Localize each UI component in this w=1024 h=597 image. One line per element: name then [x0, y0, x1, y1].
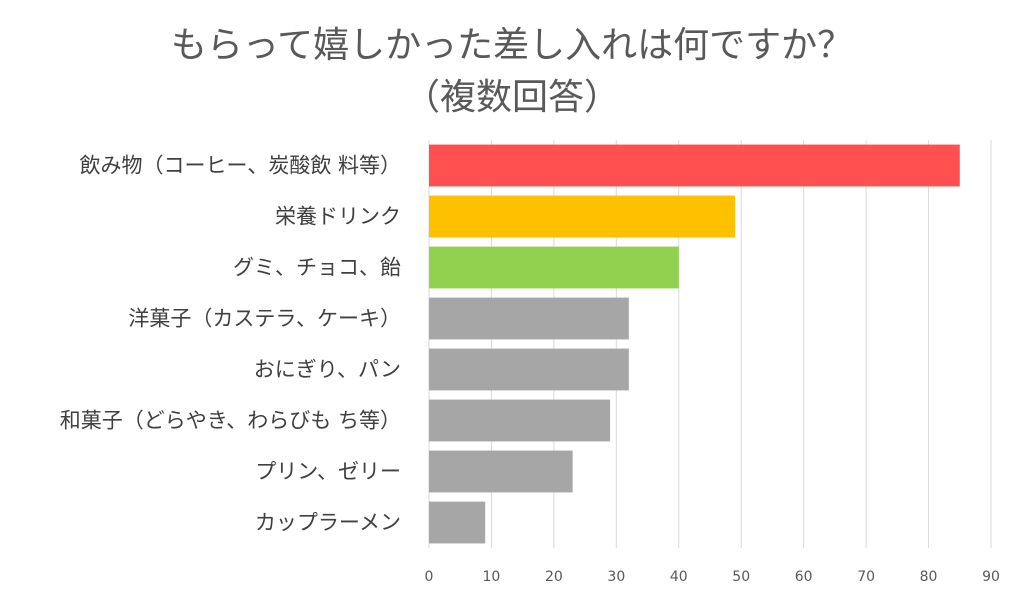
x-tick-label: 30	[607, 569, 625, 585]
bar-layer	[429, 144, 960, 544]
x-tick-label: 50	[732, 569, 750, 585]
x-tick-label: 90	[982, 569, 1000, 585]
bar	[429, 450, 573, 493]
x-tick-label: 70	[857, 569, 875, 585]
bar	[429, 399, 611, 442]
bar	[429, 195, 735, 238]
category-label: 飲み物（コーヒー、炭酸飲 料等）	[80, 154, 401, 178]
bar	[429, 348, 629, 391]
x-tick-label: 0	[425, 569, 434, 585]
category-label: 栄養ドリンク	[275, 205, 401, 229]
x-tick-label: 80	[920, 569, 938, 585]
bar	[429, 501, 486, 544]
bar	[429, 246, 679, 289]
tick-label-layer: 0 10 20 30 40 50 60 70 80 90	[425, 569, 1000, 585]
category-label: 洋菓子（カステラ、ケーキ）	[128, 307, 401, 331]
x-tick-label: 60	[795, 569, 813, 585]
x-tick-label: 20	[545, 569, 563, 585]
chart-title: もらって嬉しかった差し入れは何ですか？	[170, 25, 854, 66]
bar	[429, 144, 960, 187]
category-label: プリン、ゼリー	[255, 460, 401, 484]
category-label: 和菓子（どらやき、わらびも ち等）	[60, 409, 401, 433]
category-label-layer: 飲み物（コーヒー、炭酸飲 料等） 栄養ドリンクグミ、チョコ、飴洋菓子（カステラ、ケ…	[60, 154, 401, 535]
x-tick-label: 40	[670, 569, 688, 585]
bar	[429, 297, 629, 340]
category-label: カップラーメン	[255, 511, 401, 535]
x-tick-label: 10	[483, 569, 501, 585]
category-label: グミ、チョコ、飴	[233, 256, 401, 280]
chart-subtitle: （複数回答）	[403, 77, 620, 118]
category-label: おにぎり、パン	[254, 358, 401, 382]
